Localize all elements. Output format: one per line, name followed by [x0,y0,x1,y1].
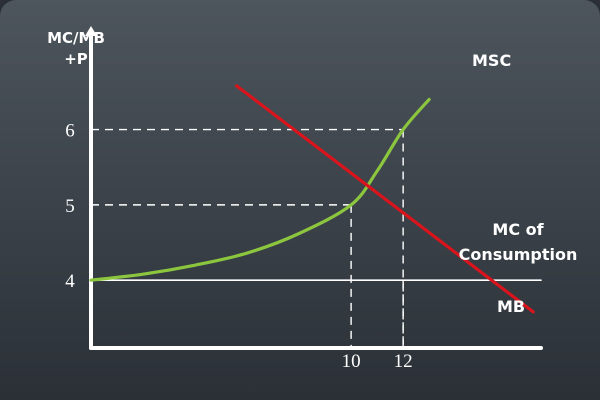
series-lines [89,84,542,314]
axes [85,26,543,350]
series-label-msc: MSC [472,51,511,70]
y-axis-label-line2: +P [64,50,88,68]
tick-labels: 4 5 6 10 12 [65,121,412,372]
x-tick-label: 10 [342,351,361,372]
y-axis-label-line1: MC/MB [47,29,105,47]
series-label-mc-consumption-line2: Consumption [459,245,578,264]
series-line-msc [89,97,431,282]
series-label-mc-consumption-line1: MC of [492,220,544,239]
y-tick-label: 6 [65,121,75,142]
y-tick-label: 5 [65,196,75,217]
series-label-mb: MB [497,297,525,316]
y-axis-arrow [85,26,97,36]
series-line-mb [235,84,535,314]
y-tick-label: 4 [65,271,75,292]
x-tick-label: 12 [394,351,413,372]
